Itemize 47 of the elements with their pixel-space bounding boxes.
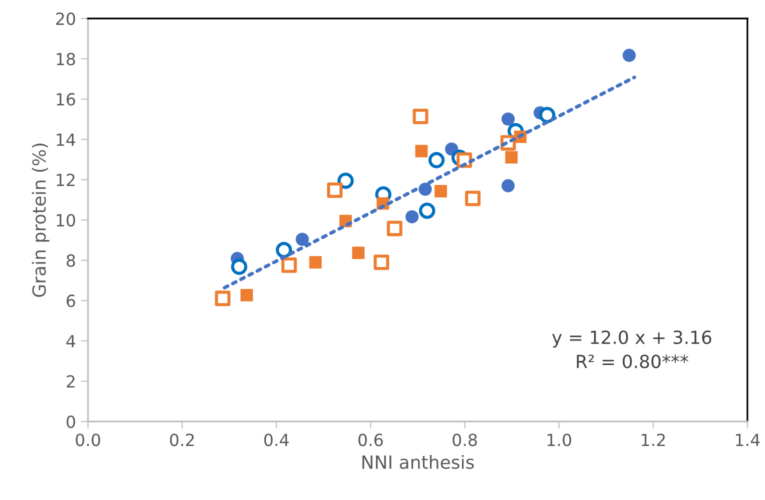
x-tick-label: 0.2 <box>170 434 194 446</box>
point <box>434 184 447 198</box>
x-tick-label: 0.4 <box>264 434 289 446</box>
y-tick-label: 18 <box>56 52 76 66</box>
point <box>412 108 428 124</box>
y-tick-label: 2 <box>66 375 74 388</box>
point <box>231 258 248 275</box>
y-tick-label: 8 <box>66 254 76 267</box>
annotation: y = 12.0 x + 3.16 <box>552 330 712 348</box>
point <box>281 257 297 273</box>
point <box>309 256 322 269</box>
y-tick-label: 16 <box>56 93 76 106</box>
x-tick-label: 0.6 <box>358 434 383 446</box>
point <box>428 152 445 168</box>
y-tick-label: 12 <box>56 174 74 186</box>
point <box>214 290 230 306</box>
x-tick-label: 1.0 <box>548 434 572 446</box>
annotation: R² = 0.80*** <box>576 354 688 368</box>
point <box>502 179 515 192</box>
y-tick-label: 4 <box>66 335 76 348</box>
point <box>505 151 518 164</box>
y-tick-label: 0 <box>66 415 76 428</box>
point <box>418 202 436 219</box>
y-tick-label: 6 <box>66 294 76 308</box>
point <box>386 220 402 236</box>
point <box>415 144 428 158</box>
point <box>296 232 309 246</box>
point <box>338 172 354 189</box>
point <box>405 210 419 224</box>
point <box>622 48 636 62</box>
x-tick-label: 0.0 <box>76 434 100 446</box>
point <box>502 112 515 126</box>
x-tick-label: 1.4 <box>736 434 760 446</box>
x-axis-title: NNI anthesis <box>362 454 474 469</box>
point <box>240 288 253 302</box>
point <box>276 242 292 258</box>
x-tick-label: 1.2 <box>642 434 665 446</box>
y-tick-label: 14 <box>56 134 76 146</box>
x-tick-label: 0.8 <box>452 434 477 446</box>
point <box>352 246 365 260</box>
point <box>539 106 556 124</box>
y-axis-title: Grain protein (%) <box>32 144 50 297</box>
point <box>327 182 343 198</box>
y-tick-label: 20 <box>56 12 76 26</box>
point <box>374 254 390 270</box>
point <box>465 190 481 206</box>
y-tick-label: 10 <box>56 214 76 227</box>
